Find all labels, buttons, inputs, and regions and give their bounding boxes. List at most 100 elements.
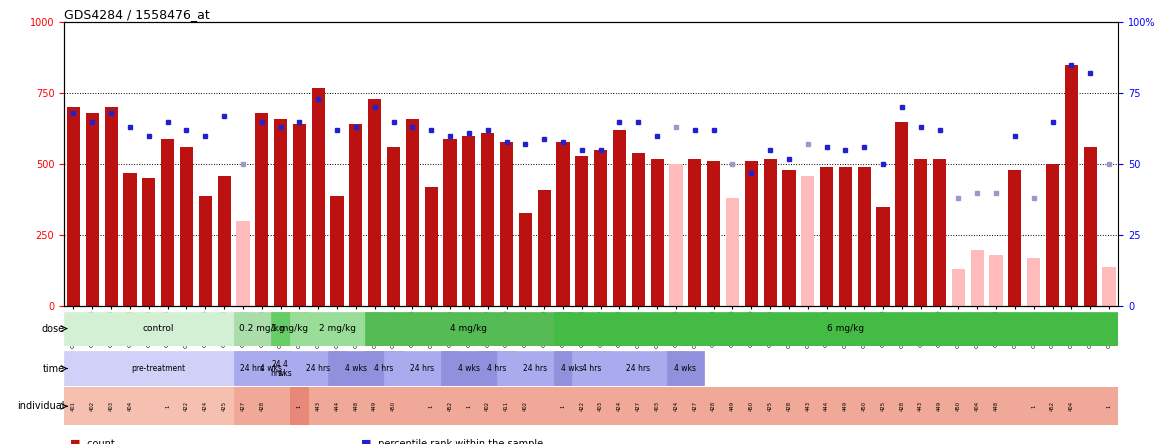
Text: 411: 411 [504, 401, 509, 411]
Bar [384, 387, 403, 425]
Text: 424: 424 [673, 401, 678, 411]
Bar [366, 387, 384, 425]
Bar [86, 113, 99, 306]
Bar [463, 136, 475, 306]
Bar [518, 213, 532, 306]
Text: 4 wks: 4 wks [345, 364, 367, 373]
Bar [915, 159, 927, 306]
Bar [557, 142, 570, 306]
Bar [1008, 170, 1022, 306]
Bar [572, 387, 591, 425]
Bar [952, 270, 965, 306]
Bar [1062, 387, 1081, 425]
Bar [648, 387, 666, 425]
Text: 1: 1 [1031, 404, 1036, 408]
Bar [290, 312, 384, 345]
Text: 450: 450 [862, 401, 867, 411]
Text: 4 hrs: 4 hrs [581, 364, 601, 373]
Bar [309, 387, 327, 425]
Text: 1: 1 [165, 404, 170, 408]
Text: pre-treatment: pre-treatment [132, 364, 185, 373]
Bar [327, 352, 384, 385]
Bar [199, 195, 212, 306]
Text: 444: 444 [824, 401, 829, 411]
Bar [591, 387, 610, 425]
Text: 443: 443 [316, 401, 320, 411]
Bar [553, 387, 572, 425]
Text: 404: 404 [1068, 401, 1074, 411]
Bar [876, 207, 890, 306]
Bar [968, 387, 987, 425]
Text: 24 hrs: 24 hrs [523, 364, 546, 373]
Bar [387, 147, 400, 306]
Bar [500, 142, 513, 306]
Bar [281, 352, 290, 385]
Bar [481, 133, 494, 306]
Bar [440, 352, 497, 385]
Bar [1081, 387, 1100, 425]
Bar [798, 387, 817, 425]
Text: 428: 428 [260, 401, 264, 411]
Bar [591, 352, 685, 385]
Bar [553, 312, 1137, 345]
Text: 404: 404 [975, 401, 980, 411]
Bar [1028, 258, 1040, 306]
Bar [196, 387, 214, 425]
Bar [613, 130, 626, 306]
Bar [763, 159, 777, 306]
Bar [497, 387, 516, 425]
Bar [1046, 164, 1059, 306]
Bar [158, 387, 177, 425]
Bar [218, 176, 231, 306]
Bar [631, 153, 645, 306]
Bar [537, 190, 551, 306]
Text: 448: 448 [353, 401, 359, 411]
Bar [855, 387, 874, 425]
Bar [177, 387, 196, 425]
Bar [366, 352, 403, 385]
Bar [253, 352, 290, 385]
Bar [179, 147, 193, 306]
Bar [930, 387, 949, 425]
Bar [346, 387, 366, 425]
Bar [704, 387, 723, 425]
Bar [892, 387, 911, 425]
Text: percentile rank within the sample: percentile rank within the sample [375, 439, 543, 444]
Bar [384, 352, 459, 385]
Text: 450: 450 [749, 401, 754, 411]
Bar [255, 113, 268, 306]
Bar [723, 387, 742, 425]
Text: 24 hrs: 24 hrs [306, 364, 331, 373]
Text: 424: 424 [617, 401, 622, 411]
Text: 448: 448 [994, 401, 998, 411]
Text: 422: 422 [184, 401, 189, 411]
Text: GDS4284 / 1558476_at: GDS4284 / 1558476_at [64, 8, 210, 21]
Text: 424: 424 [203, 401, 207, 411]
Bar [744, 162, 758, 306]
Bar [1100, 387, 1118, 425]
Bar [403, 387, 422, 425]
Text: 403: 403 [108, 401, 114, 411]
Text: 452: 452 [1050, 401, 1055, 411]
Bar [535, 387, 553, 425]
Text: 425: 425 [768, 401, 772, 411]
Text: 443: 443 [805, 401, 810, 411]
Text: 24 hrs: 24 hrs [410, 364, 433, 373]
Bar [761, 387, 779, 425]
Bar [105, 107, 118, 306]
Bar [331, 195, 344, 306]
Bar [726, 198, 739, 306]
Bar [290, 387, 309, 425]
Bar [444, 139, 457, 306]
Text: 4 wks: 4 wks [458, 364, 480, 373]
Text: 404: 404 [127, 401, 133, 411]
Bar [516, 387, 535, 425]
Bar [779, 387, 798, 425]
Bar [970, 250, 983, 306]
Bar [1065, 65, 1078, 306]
Bar [101, 387, 120, 425]
Text: 402: 402 [90, 401, 94, 411]
Text: 444: 444 [334, 401, 339, 411]
Text: 450: 450 [955, 401, 961, 411]
Text: 24 hrs: 24 hrs [240, 364, 264, 373]
